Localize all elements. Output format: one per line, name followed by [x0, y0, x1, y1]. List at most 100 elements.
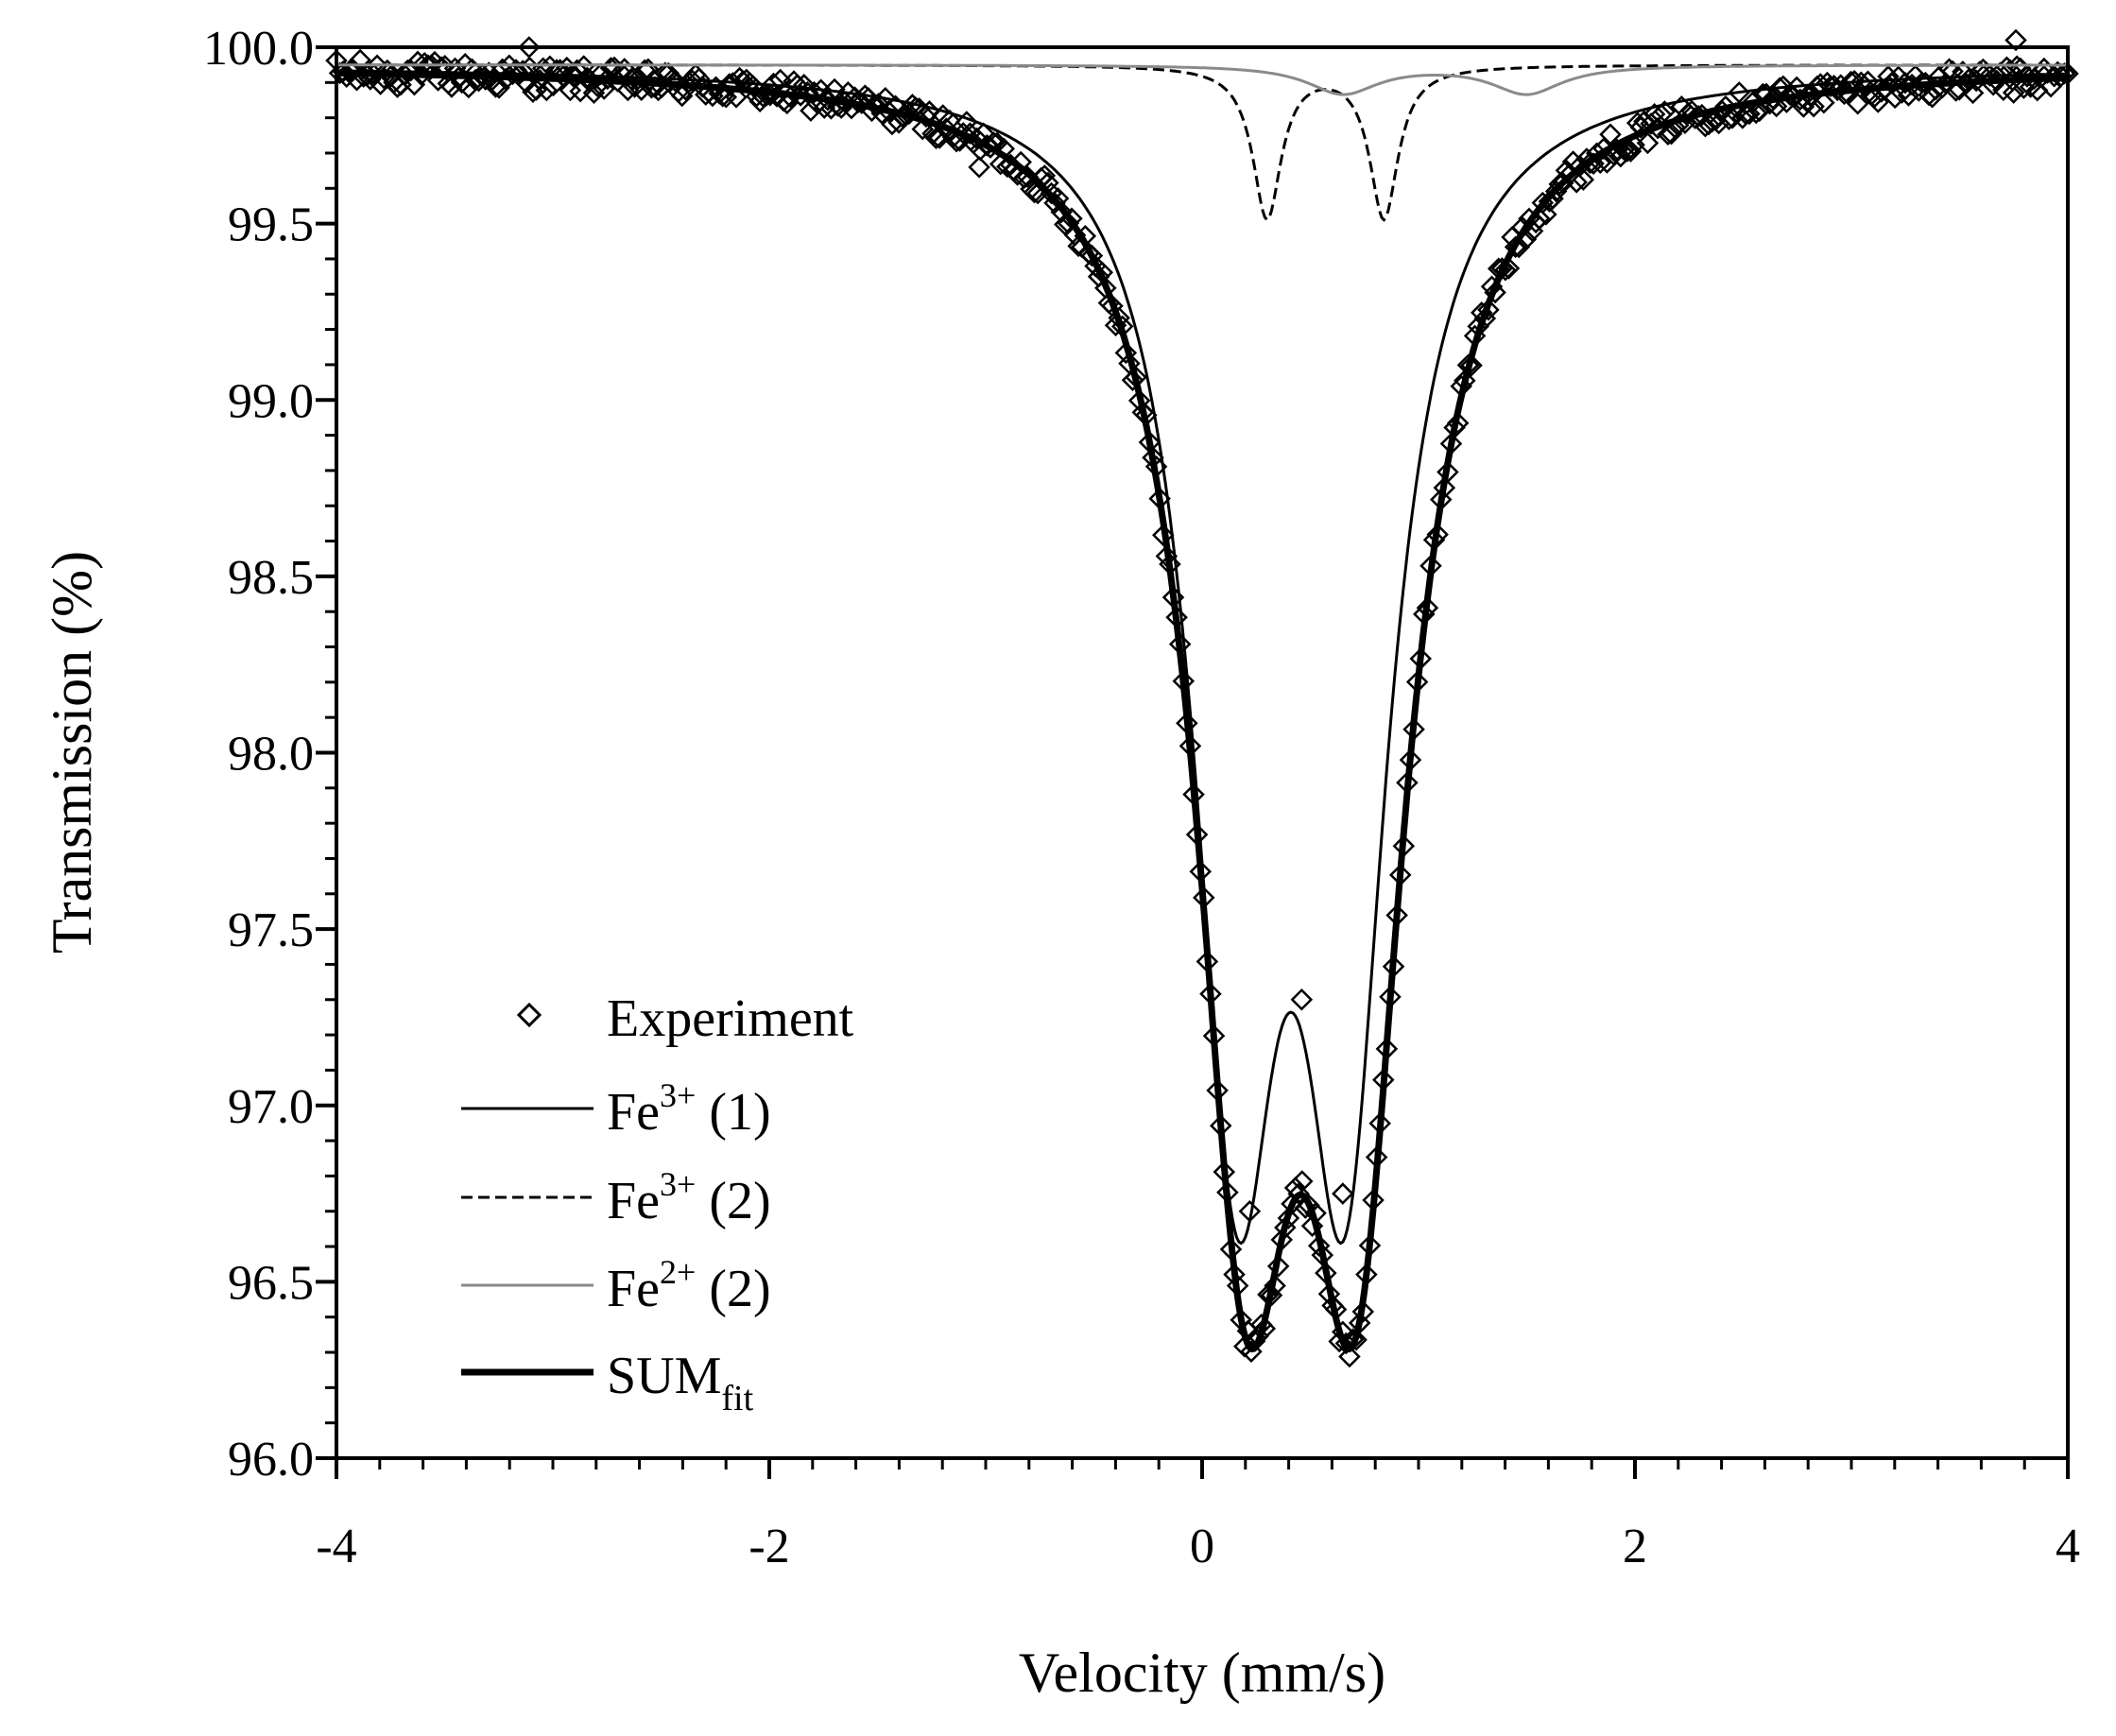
experiment-point [1494, 258, 1517, 282]
experiment-point [1802, 95, 1825, 118]
legend-label-base: Fe [607, 1260, 660, 1318]
experiment-point [518, 36, 541, 59]
labels-layer: -4 -2 0 2 4 96.0 96.5 97.0 97.5 98.0 98.5 99.0 99.5 1… [203, 22, 2080, 1573]
experiment-point [1264, 1274, 1286, 1298]
experiment-point [1317, 1282, 1341, 1306]
legend-fe3-1: Fe3+ (1) [461, 1076, 771, 1142]
experiment-point [440, 76, 463, 98]
experiment-point [680, 69, 704, 92]
legend-label-suffix: (2) [696, 1260, 770, 1318]
experiment-point [911, 117, 934, 141]
experiment-point [2004, 28, 2027, 52]
x-tick-label: 4 [2056, 1520, 2080, 1573]
experiment-point [1636, 131, 1660, 155]
experiment-point [1846, 92, 1869, 115]
legend-label-subscript: fit [721, 1379, 753, 1418]
legend-label-suffix: (2) [696, 1172, 770, 1230]
experiment-point [1446, 411, 1470, 435]
experiment-point [1477, 299, 1500, 321]
experiment-point [1290, 1170, 1314, 1193]
x-axis-title: Velocity (mm/s) [1019, 1641, 1385, 1704]
experiment-point [1290, 988, 1314, 1011]
experiment-point [1944, 79, 1968, 102]
y-tick-label: 96.5 [228, 1256, 314, 1310]
x-tick-label: 2 [1623, 1520, 1647, 1573]
experiment-point [1779, 83, 1801, 106]
experiment-point [1351, 1300, 1375, 1323]
legend-label-base: SUM [607, 1347, 721, 1405]
experiment-point [776, 92, 799, 115]
experiment-point [1016, 165, 1040, 189]
experiment-point [342, 59, 365, 81]
experiment-point [1332, 1182, 1354, 1205]
experiment-point [714, 85, 738, 109]
experiment-point [1813, 91, 1835, 114]
x-tick-label: 0 [1190, 1520, 1214, 1573]
experiment-point [768, 68, 792, 92]
experiment-point [2036, 61, 2059, 84]
legend-fe2-2: Fe2+ (2) [461, 1253, 771, 1318]
legend-marker-diamond [516, 1002, 542, 1028]
experiment-point [1277, 1207, 1300, 1229]
y-tick-label: 99.5 [228, 198, 314, 252]
experiment-point [800, 99, 822, 122]
experiment-point [670, 84, 694, 108]
experiment-point [1961, 81, 1985, 105]
legend-label: Experiment [607, 989, 854, 1048]
legend-sum-fit: SUMfit [461, 1347, 754, 1418]
experiment-point [629, 78, 653, 101]
experiment-point [847, 91, 869, 114]
experiment-point [1253, 1317, 1277, 1340]
legend-label-base: Fe [607, 1172, 660, 1230]
legend-fe3-2: Fe3+ (2) [461, 1165, 771, 1230]
experiment-point [488, 77, 510, 99]
experiment-point [1080, 244, 1104, 267]
experiment-points [325, 28, 2079, 1368]
experiment-point [403, 73, 426, 96]
experiment-point [968, 156, 990, 179]
experiment-point [945, 129, 968, 153]
y-tick-label: 96.0 [228, 1433, 314, 1487]
experiment-point [562, 65, 585, 88]
experiment-point [1660, 122, 1683, 146]
experiment-point [1616, 140, 1639, 163]
experiment-point [725, 86, 748, 109]
experiment-point [915, 105, 938, 129]
experiment-point [955, 111, 978, 133]
legend-label-superscript: 2+ [660, 1253, 696, 1291]
legend-label: SUMfit [607, 1347, 754, 1418]
y-tick-label: 97.5 [228, 903, 314, 957]
experiment-point [2002, 81, 2025, 104]
experiment-point [1700, 110, 1724, 133]
x-tick-label: -2 [748, 1520, 789, 1573]
y-tick-label: 99.0 [228, 374, 314, 428]
legend-label: Fe3+ (1) [607, 1076, 771, 1142]
experiment-point [1599, 123, 1622, 146]
legend-label-superscript: 3+ [660, 1076, 696, 1114]
x-tick-label: -4 [316, 1520, 356, 1573]
experiment-point [1619, 140, 1643, 163]
y-tick-label: 98.5 [228, 551, 314, 605]
experiment-point [867, 93, 890, 115]
experiment-point [1114, 341, 1138, 365]
experiment-point [864, 94, 886, 116]
experiment-point [1043, 192, 1066, 215]
experiment-point [850, 92, 873, 114]
y-tick-label: 100.0 [203, 22, 314, 76]
experiment-point [1609, 145, 1632, 168]
experiment-point [1460, 353, 1483, 377]
experiment-point [748, 90, 771, 112]
experiment-point [2053, 61, 2076, 85]
legend-experiment: Experiment [516, 989, 854, 1048]
fe3-1-curve [336, 69, 2069, 1246]
experiment-point [1948, 78, 1971, 101]
experiment-point [1127, 389, 1151, 412]
legend-label-superscript: 3+ [660, 1165, 696, 1203]
sum-fit-curve [336, 69, 2069, 1353]
experiment-point [1152, 524, 1175, 547]
y-tick-label: 97.0 [228, 1080, 314, 1134]
y-axis-title: Transmission (%) [41, 551, 103, 954]
experiment-point [477, 61, 501, 84]
experiment-point [1738, 102, 1761, 126]
